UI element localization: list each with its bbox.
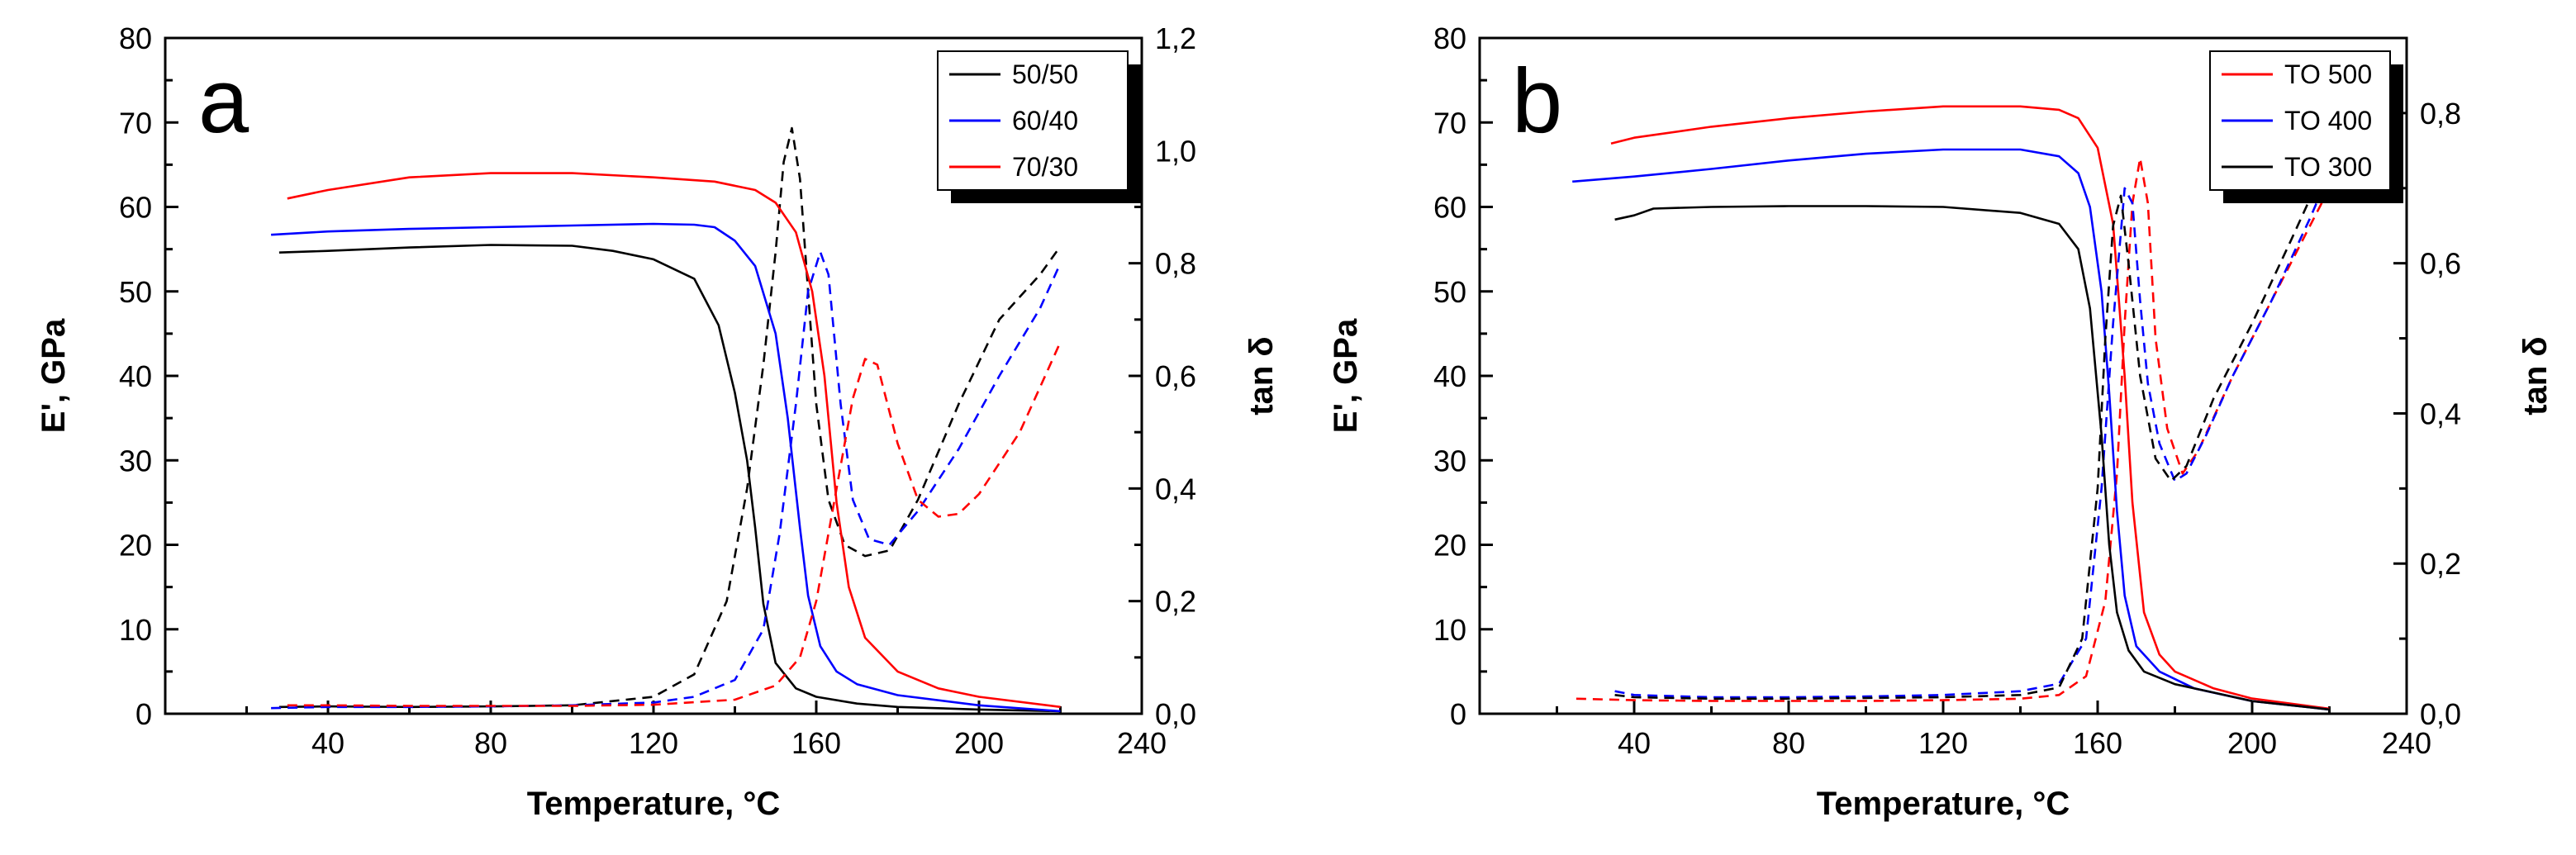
panel-b: 40 80 120 160 200 240 0 10 20 30 40 50 60 70 80 0,0 0,2 0… <box>1328 21 2554 822</box>
y-left-tick-label: 60 <box>1433 191 1466 225</box>
plot-area <box>1572 105 2331 711</box>
x-tick-label: 160 <box>791 726 841 760</box>
y-right-tick-label: 0,4 <box>1155 472 1196 506</box>
x-tick-label: 40 <box>1618 726 1651 760</box>
y-left-tick-label: 40 <box>1433 359 1466 393</box>
y-left-tick-label: 80 <box>119 21 152 55</box>
legend-label: TO 500 <box>2284 59 2372 89</box>
y-left-tick-label: 70 <box>1433 106 1466 140</box>
series-modulus-line <box>1610 105 2330 710</box>
y-right-axis-title: tan δ <box>1243 336 1280 415</box>
series-tan-delta-line <box>278 126 1062 709</box>
y-left-tick-label: 30 <box>119 444 152 477</box>
panel-label: a <box>198 50 250 152</box>
legend-label: 60/40 <box>1012 106 1078 135</box>
x-tick-label: 160 <box>2073 726 2122 760</box>
y-right-tick-label: 0,4 <box>2420 397 2461 430</box>
x-tick-label: 120 <box>629 726 678 760</box>
y-left-tick-label: 50 <box>1433 275 1466 309</box>
y-right-axis-title: tan δ <box>2517 336 2554 415</box>
x-tick-label: 40 <box>311 726 345 760</box>
x-tick-label: 240 <box>1117 726 1167 760</box>
series-modulus-line <box>287 172 1061 709</box>
series-modulus-line <box>271 222 1061 713</box>
y-left-tick-label: 20 <box>1433 529 1466 563</box>
series-modulus-line <box>1572 148 2330 711</box>
y-left-tick-label: 30 <box>1433 444 1466 477</box>
x-tick-label: 120 <box>1918 726 1968 760</box>
y-right-tick-label: 0,6 <box>2420 247 2461 281</box>
y-right-tick-label: 1,2 <box>1155 21 1196 55</box>
series-tan-delta-line <box>1614 173 2331 699</box>
series-tan-delta-line <box>287 341 1062 707</box>
legend-label: TO 300 <box>2284 152 2372 182</box>
y-right-tick-label: 0,2 <box>2420 547 2461 581</box>
legend-label: 70/30 <box>1012 152 1078 182</box>
y-left-axis-title: E', GPa <box>36 318 72 433</box>
y-right-tick-label: 0,0 <box>1155 697 1196 731</box>
legend: 50/50 60/40 70/30 <box>937 50 1141 203</box>
panel-a: 40 80 120 160 200 240 0 10 20 30 40 50 60 70 80 0,0 0,2 0… <box>36 21 1280 822</box>
y-left-tick-label: 50 <box>119 275 152 309</box>
y-right-tick-label: 0,8 <box>2420 97 2461 131</box>
y-left-tick-label: 0 <box>135 697 152 731</box>
x-tick-label: 200 <box>2227 726 2277 760</box>
y-left-tick-label: 10 <box>119 613 152 647</box>
x-tick-label: 80 <box>1772 726 1805 760</box>
y-left-tick-label: 80 <box>1433 21 1466 55</box>
legend: TO 500 TO 400 TO 300 <box>2209 50 2403 203</box>
y-left-tick-label: 60 <box>119 191 152 225</box>
y-left-tick-label: 70 <box>119 106 152 140</box>
y-right-tick-label: 0,2 <box>1155 585 1196 619</box>
y-left-tick-label: 0 <box>1450 697 1466 731</box>
x-tick-label: 240 <box>2382 726 2431 760</box>
y-left-tick-label: 40 <box>119 359 152 393</box>
x-axis-title: Temperature, °C <box>1817 786 2070 822</box>
series-modulus-line <box>278 244 1061 713</box>
legend-label: TO 400 <box>2284 106 2372 135</box>
y-right-tick-label: 1,0 <box>1155 134 1196 168</box>
y-left-tick-label: 10 <box>1433 613 1466 647</box>
series-tan-delta-line <box>1576 157 2331 702</box>
y-right-tick-label: 0,0 <box>2420 697 2461 731</box>
x-tick-label: 200 <box>954 726 1004 760</box>
x-tick-label: 80 <box>474 726 507 760</box>
series-modulus-line <box>1614 205 2330 711</box>
series-tan-delta-line <box>271 250 1062 710</box>
y-right-tick-label: 0,6 <box>1155 359 1196 393</box>
y-right-tick-label: 0,8 <box>1155 247 1196 281</box>
y-left-tick-label: 20 <box>119 529 152 563</box>
series-tan-delta-line <box>1614 173 2323 701</box>
legend-label: 50/50 <box>1012 59 1078 89</box>
plot-area <box>271 126 1062 713</box>
y-left-axis-title: E', GPa <box>1328 318 1364 433</box>
panel-label: b <box>1512 50 1562 152</box>
x-axis-title: Temperature, °C <box>527 786 780 822</box>
